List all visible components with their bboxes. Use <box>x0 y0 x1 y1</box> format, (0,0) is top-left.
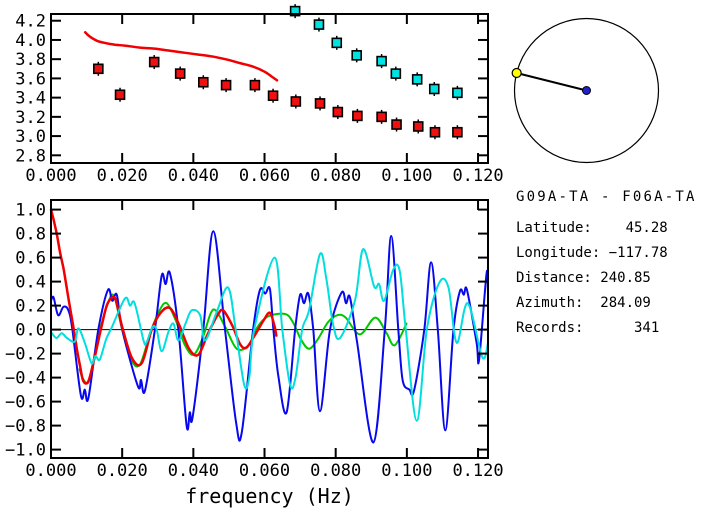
red-velocity-measurements-marker[interactable] <box>429 126 441 138</box>
info-line-records: Records: 341 <box>516 320 660 336</box>
y-tick-label: −0.2 <box>5 345 46 365</box>
cyan-spectrum-curve-series <box>50 248 489 422</box>
red-velocity-measurements-marker[interactable] <box>267 90 279 102</box>
info-line-longitude: Longitude: −117.78 <box>516 245 668 261</box>
cyan-velocity-measurements-marker[interactable] <box>313 19 325 30</box>
y-tick-label: 4.0 <box>15 31 46 51</box>
red-velocity-measurements-marker[interactable] <box>114 89 126 101</box>
x-axis-title: frequency (Hz) <box>185 484 354 508</box>
red-velocity-measurements-marker[interactable] <box>249 79 261 91</box>
y-tick-label: −0.8 <box>5 417 46 437</box>
x-tick-label: 0.060 <box>239 461 290 481</box>
y-tick-label: 3.8 <box>15 50 46 70</box>
spectrum-plot-plot-area[interactable] <box>50 199 489 459</box>
y-tick-label: 0.8 <box>15 225 46 245</box>
y-tick-label: 3.2 <box>15 108 46 128</box>
x-tick-label: 0.040 <box>168 461 219 481</box>
cyan-velocity-measurements-marker[interactable] <box>331 37 343 49</box>
x-tick-label: 0.060 <box>239 166 290 186</box>
red-velocity-measurements-marker[interactable] <box>220 79 232 91</box>
red-velocity-measurements-marker[interactable] <box>332 106 344 118</box>
info-line-distance: Distance: 240.85 <box>516 270 651 286</box>
red-velocity-measurements-marker[interactable] <box>452 126 463 138</box>
x-tick-label: 0.080 <box>310 461 361 481</box>
red-velocity-measurements-marker[interactable] <box>93 63 104 75</box>
spectrum-plot-x-axis: 0.000 0.020 0.040 0.060 0.080 0.100 0.120 <box>25 201 504 481</box>
info-line-latitude: Latitude: 45.28 <box>516 220 668 236</box>
y-tick-label: 0.6 <box>15 249 46 269</box>
y-tick-label: 2.8 <box>15 146 46 166</box>
cyan-velocity-measurements-marker[interactable] <box>376 55 387 67</box>
x-tick-label: 0.100 <box>381 461 432 481</box>
x-tick-label: 0.000 <box>25 166 76 186</box>
cyan-velocity-measurements-marker[interactable] <box>452 87 463 99</box>
red-fit-curve-series <box>49 208 278 385</box>
red-velocity-measurements-marker[interactable] <box>148 56 160 68</box>
x-tick-label: 0.020 <box>97 166 148 186</box>
y-tick-label: 1.0 <box>15 201 46 221</box>
x-tick-label: 0.000 <box>25 461 76 481</box>
cyan-velocity-measurements-series[interactable] <box>289 4 463 100</box>
red-fit-curve <box>49 208 278 385</box>
dispersion-plot-x-axis: 0.000 0.020 0.040 0.060 0.080 0.100 0.120 <box>25 15 504 186</box>
azimuth-line <box>516 72 587 92</box>
y-tick-label: 3.4 <box>15 89 46 109</box>
y-tick-label: −0.4 <box>5 369 46 389</box>
red-velocity-measurements-marker[interactable] <box>376 111 387 123</box>
cyan-velocity-measurements-marker[interactable] <box>289 5 301 17</box>
station-info-panel: G09A-TA - F06A-TA Latitude: 45.28 Longit… <box>516 189 697 341</box>
y-tick-label: 0.0 <box>15 321 46 341</box>
info-line-azimuth: Azimuth: 284.09 <box>516 295 651 311</box>
y-tick-label: 3.6 <box>15 69 46 89</box>
dispersion-plot-plot-area[interactable] <box>50 13 489 164</box>
red-model-curve <box>83 31 279 82</box>
azimuth-panel <box>511 17 660 164</box>
y-tick-label: 0.2 <box>15 297 46 317</box>
x-tick-label: 0.020 <box>97 461 148 481</box>
dispersion-plot-y-axis: 2.83.03.23.43.63.84.04.2 <box>15 12 487 166</box>
red-velocity-measurements-marker[interactable] <box>198 76 209 88</box>
dispersion-plot: 0.000 0.020 0.040 0.060 0.080 0.100 0.1202.83.… <box>15 4 504 186</box>
azimuth-circle <box>513 17 660 164</box>
y-tick-label: −1.0 <box>5 441 46 461</box>
red-velocity-measurements-marker[interactable] <box>174 68 186 79</box>
cyan-velocity-measurements-marker[interactable] <box>390 68 402 79</box>
x-tick-label: 0.120 <box>452 461 503 481</box>
y-tick-label: 0.4 <box>15 273 46 293</box>
cyan-velocity-measurements-marker[interactable] <box>428 83 440 95</box>
blue-spectrum-curve-series <box>50 230 489 444</box>
red-velocity-measurements-marker[interactable] <box>412 121 424 132</box>
station-dot <box>582 86 591 95</box>
x-tick-label: 0.120 <box>452 166 503 186</box>
red-model-curve-series <box>83 31 279 82</box>
cyan-velocity-measurements-marker[interactable] <box>411 74 423 85</box>
red-velocity-measurements-marker[interactable] <box>290 96 302 107</box>
y-tick-label: −0.6 <box>5 393 46 413</box>
x-tick-label: 0.080 <box>310 166 361 186</box>
blue-spectrum-curve <box>50 230 489 444</box>
red-velocity-measurements-marker[interactable] <box>352 110 363 122</box>
x-tick-label: 0.040 <box>168 166 219 186</box>
cyan-spectrum-curve <box>50 248 489 422</box>
x-tick-label: 0.100 <box>381 166 432 186</box>
station-pair-title: G09A-TA - F06A-TA <box>516 189 697 205</box>
spectrum-plot-y-axis: −1.0 −0.8 −0.6 −0.4 −0.2 0.0 0.2 0.4 0.6 0.8 1.0 <box>5 201 487 461</box>
red-velocity-measurements-series[interactable] <box>93 55 463 140</box>
cyan-velocity-measurements-marker[interactable] <box>351 50 362 61</box>
source-direction-dot <box>511 67 522 79</box>
red-velocity-measurements-marker[interactable] <box>314 98 326 109</box>
y-tick-label: 4.2 <box>15 12 46 32</box>
red-velocity-measurements-marker[interactable] <box>391 119 402 130</box>
y-tick-label: 3.0 <box>15 127 46 147</box>
spectrum-plot: 0.000 0.020 0.040 0.060 0.080 0.100 0.120−1.0−… <box>5 199 504 508</box>
